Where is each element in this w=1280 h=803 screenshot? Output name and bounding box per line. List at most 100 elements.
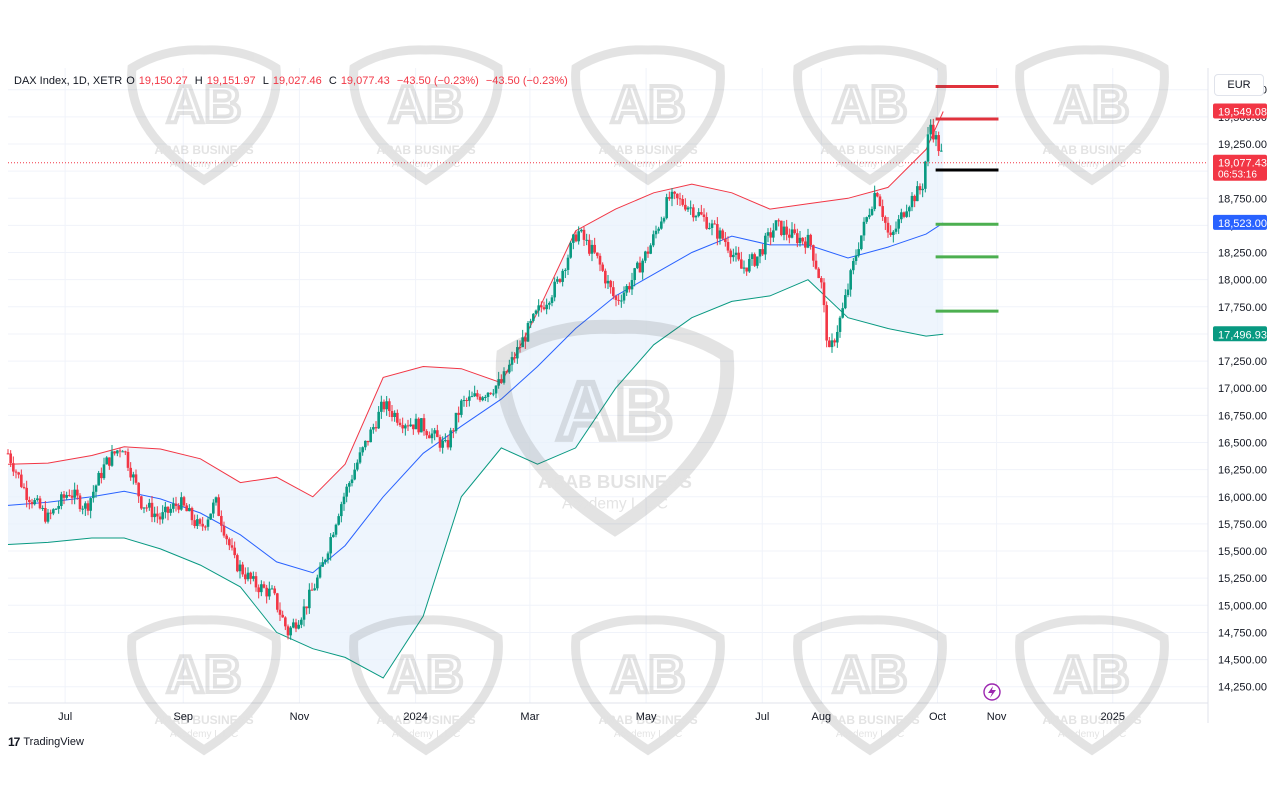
candle-body	[806, 234, 810, 248]
candle-body	[646, 251, 650, 254]
lower-band-line	[7, 279, 944, 679]
y-tick-label: 16,500.00	[1218, 437, 1267, 449]
candle-body	[732, 254, 735, 258]
y-tick-label: 14,750.00	[1218, 627, 1267, 639]
candle-body	[174, 503, 178, 506]
candle-body	[22, 486, 26, 488]
candle-body	[676, 193, 679, 199]
candle-body	[705, 217, 708, 229]
watermark-monogram: AB	[557, 367, 673, 457]
candle-body	[100, 472, 103, 479]
candle-body	[673, 191, 676, 194]
candle-body	[540, 305, 543, 308]
candle-body	[374, 427, 378, 429]
candle-body	[214, 497, 218, 503]
candle-body	[908, 207, 911, 212]
y-tick-label: 17,000.00	[1218, 383, 1267, 395]
currency-button[interactable]: EUR	[1214, 74, 1264, 96]
candle-body	[444, 440, 447, 442]
y-tick-label: 15,000.00	[1218, 600, 1267, 612]
watermark-subtitle: Academy L.L.C	[1058, 729, 1126, 740]
candle-body	[492, 393, 495, 395]
watermark-monogram: AB	[388, 646, 463, 704]
candle-body	[190, 508, 194, 521]
symbol-name[interactable]: DAX Index, 1D, XETR	[14, 75, 123, 87]
candle-body	[44, 507, 47, 522]
candle-body	[700, 212, 703, 215]
change-value: −43.50 (−0.23%)	[396, 75, 479, 87]
candle-body	[150, 502, 154, 518]
candle-body	[812, 245, 815, 261]
candle-body	[804, 241, 807, 248]
candle-body	[889, 232, 892, 235]
candle-body	[572, 234, 575, 243]
candle-body	[380, 401, 383, 412]
event-flash-icon[interactable]	[983, 683, 1001, 701]
candle-body	[865, 217, 868, 222]
candle-body	[734, 252, 738, 255]
candle-body	[206, 519, 210, 527]
y-tick-label: 18,250.00	[1218, 248, 1267, 260]
candle-body	[526, 322, 530, 342]
candle-body	[73, 489, 76, 498]
candle-body	[321, 562, 324, 567]
candle-body	[198, 519, 202, 524]
candle-body	[910, 195, 914, 208]
brand-footer[interactable]: 17 TradingView	[8, 735, 84, 749]
low-label: L	[262, 75, 269, 87]
candle-body	[518, 347, 522, 349]
candle-body	[585, 239, 588, 241]
tradingview-logo-icon: 17	[8, 735, 20, 749]
candle-body	[300, 619, 303, 625]
candle-body	[844, 295, 847, 309]
watermark-logo: AB ARAB BUSINESS Academy L.L.C	[571, 615, 725, 756]
price-label: 19,549.08	[1218, 107, 1267, 119]
candle-body	[817, 268, 820, 279]
watermark-logo: AB ARAB BUSINESS Academy L.L.C	[127, 45, 281, 186]
candle-body	[342, 496, 346, 505]
candle-body	[92, 491, 95, 499]
candle-body	[876, 193, 879, 197]
candle-body	[334, 524, 338, 535]
candle-body	[558, 279, 562, 282]
candle-body	[348, 483, 351, 487]
candle-body	[881, 206, 884, 217]
candle-body	[857, 249, 860, 256]
candle-body	[542, 307, 546, 310]
horizontal-levels[interactable]	[935, 84, 999, 313]
candle-body	[833, 340, 836, 343]
price-axis[interactable]: 14,250.00 14,500.00 14,750.00 15,000.00 15,2…	[1213, 85, 1267, 694]
candle-body	[830, 340, 834, 348]
countdown-label: 06:53:16	[1218, 170, 1257, 181]
candle-body	[260, 584, 263, 593]
candle-body	[14, 471, 18, 473]
x-tick-label: May	[636, 711, 657, 723]
candle-body	[772, 230, 775, 238]
candle-body	[17, 472, 20, 475]
candle-body	[89, 498, 92, 511]
candle-body	[68, 495, 71, 497]
candle-body	[604, 270, 607, 284]
candle-body	[76, 489, 79, 496]
candle-body	[126, 451, 130, 468]
watermark-title: ARAB BUSINESS	[154, 143, 253, 157]
candle-body	[598, 255, 602, 265]
watermark-logo: AB ARAB BUSINESS Academy L.L.C	[571, 45, 725, 186]
watermark-title: ARAB BUSINESS	[820, 143, 919, 157]
candle-body	[761, 249, 764, 255]
candle-body	[385, 401, 388, 410]
candle-body	[529, 320, 532, 323]
candle-body	[748, 259, 751, 272]
candle-body	[177, 505, 180, 510]
candle-body	[628, 286, 631, 290]
time-axis[interactable]: Jul Sep Nov 2024 Mar May Jul Aug Oct Nov 2025	[58, 711, 1125, 723]
candle-body	[452, 430, 455, 432]
candle-body	[302, 606, 306, 620]
y-tick-label: 14,500.00	[1218, 655, 1267, 667]
candle-body	[921, 188, 924, 191]
candle-body	[468, 396, 471, 401]
shield-icon	[127, 45, 281, 186]
candle-body	[204, 526, 207, 528]
brand-label: TradingView	[23, 736, 84, 748]
